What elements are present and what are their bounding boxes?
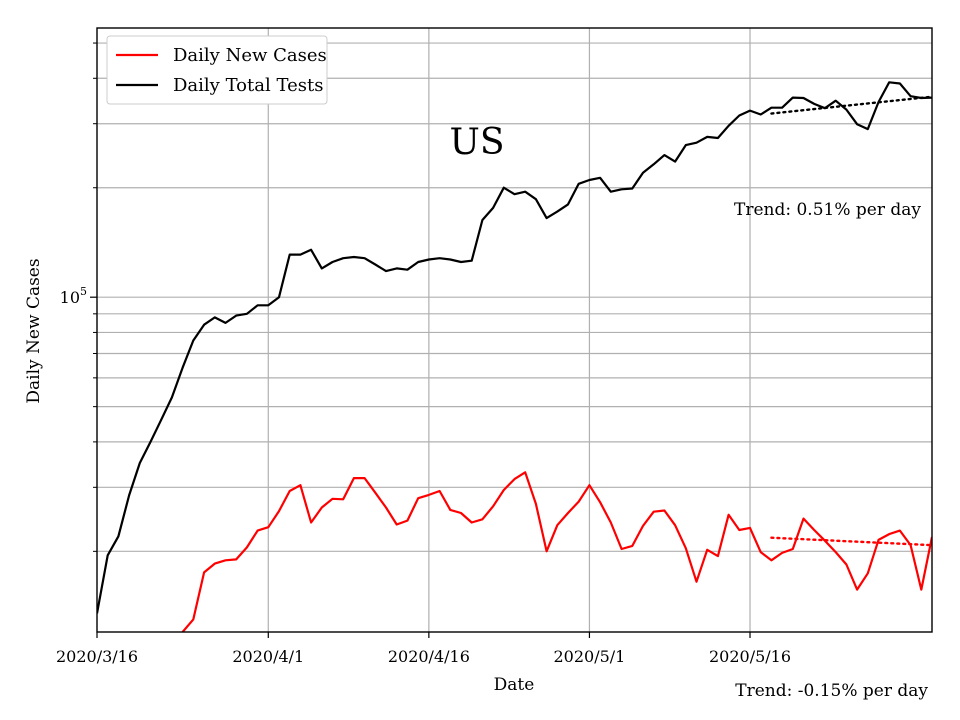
series-line-daily-total-tests [97, 81, 932, 614]
series-lines [97, 81, 932, 632]
x-tick-label: 2020/3/16 [56, 647, 138, 666]
trend-annotation-cases: Trend: -0.15% per day [735, 681, 928, 701]
trend-line-daily-new-cases [770, 536, 932, 547]
x-axis-label: Date [494, 675, 535, 695]
axis-ticks: 105 2020/3/16 2020/4/1 2020/4/16 2020/5/1 202… [56, 42, 791, 666]
x-tick-label: 2020/4/1 [232, 647, 304, 666]
x-tick-label: 2020/5/1 [554, 647, 626, 666]
legend-box [106, 35, 328, 105]
x-tick-label: 2020/5/16 [709, 647, 791, 666]
trend-line-daily-total-tests [770, 95, 932, 115]
legend-label-daily-total-tests: Daily Total Tests [173, 75, 323, 96]
trend-annotation-tests: Trend: 0.51% per day [734, 200, 921, 220]
series-line-daily-new-cases [181, 471, 932, 632]
plot-frame [96, 27, 933, 633]
chart-title: US [449, 122, 504, 163]
y-tick-label: 105 [60, 285, 87, 307]
trend-lines [770, 95, 932, 547]
y-axis-label: Daily New Cases [24, 258, 44, 403]
legend-label-daily-new-cases: Daily New Cases [173, 45, 327, 66]
x-tick-label: 2020/4/16 [388, 647, 470, 666]
legend: Daily New Cases Daily Total Tests [106, 35, 328, 105]
